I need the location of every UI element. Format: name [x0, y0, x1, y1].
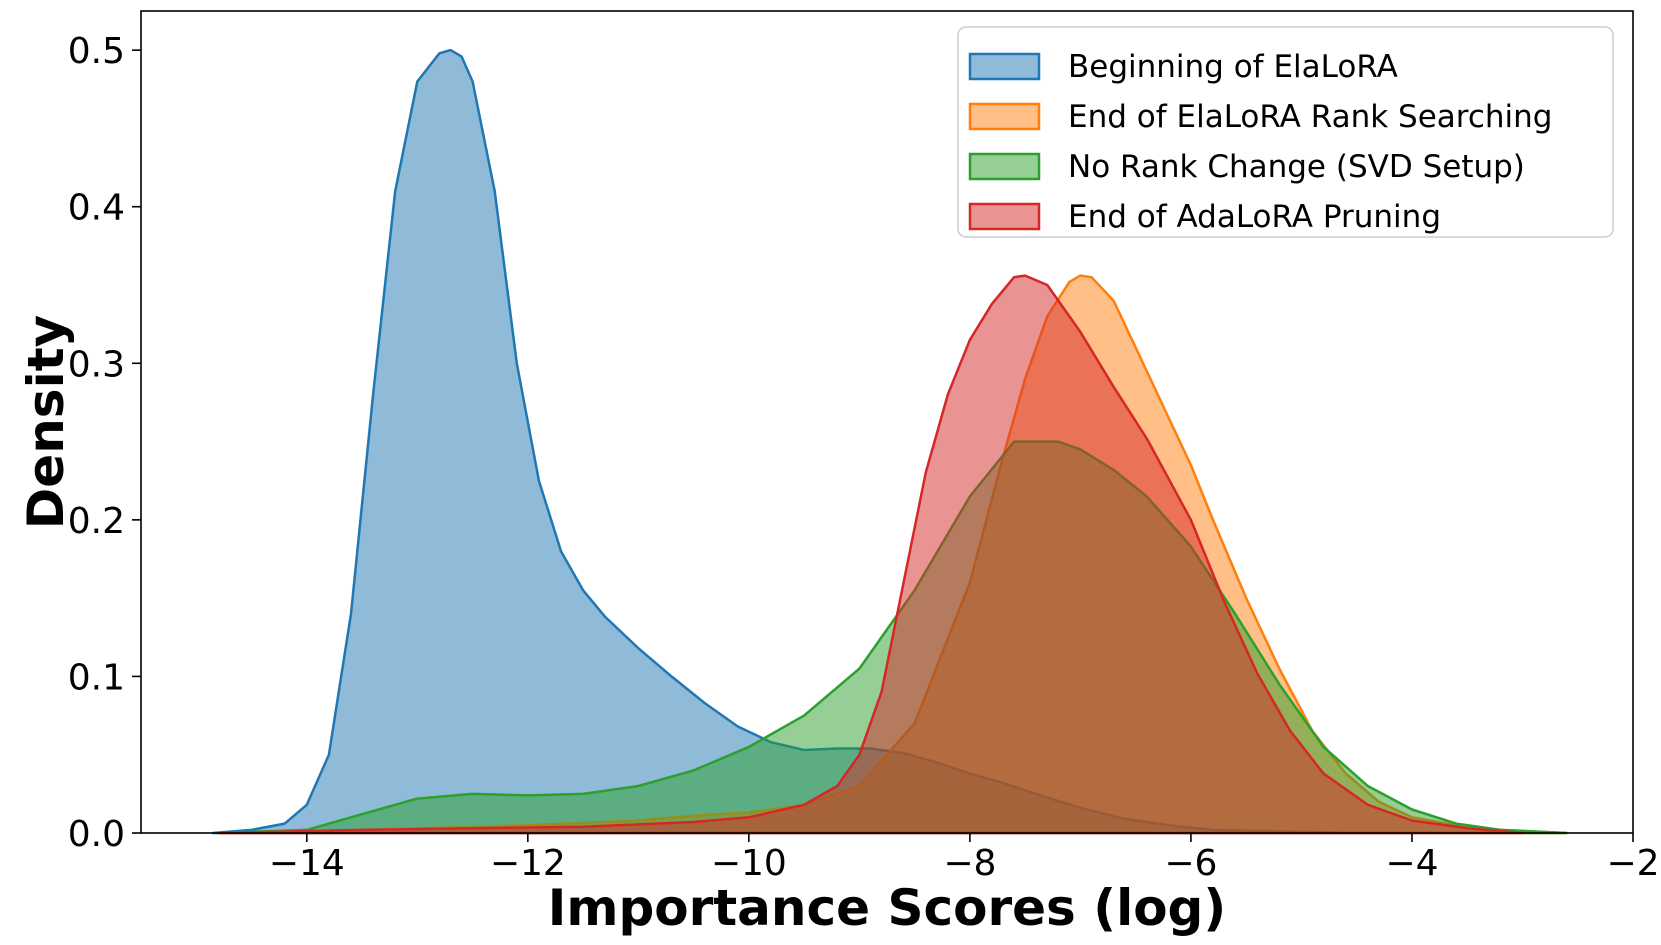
x-tick-label: −10 [711, 843, 787, 884]
y-tick-label: 0.4 [68, 188, 125, 229]
legend-box [957, 26, 1614, 238]
legend-swatch [968, 102, 1041, 131]
legend-swatch [968, 202, 1041, 231]
x-tick-label: −6 [1164, 843, 1217, 884]
legend-swatch [968, 152, 1041, 181]
y-tick-label: 0.2 [68, 501, 125, 542]
y-axis-title: Density [17, 315, 75, 529]
series-area-4 [217, 274, 1524, 835]
x-tick-label: −4 [1385, 843, 1438, 884]
y-tick-label: 0.1 [68, 657, 125, 698]
y-tick-label: 0.3 [68, 344, 125, 385]
x-tick-label: −14 [269, 843, 345, 884]
x-tick-label: −2 [1606, 843, 1659, 884]
legend-label: End of ElaLoRA Rank Searching [1068, 99, 1552, 135]
legend-label: Beginning of ElaLoRA [1068, 49, 1398, 85]
series-layer [211, 48, 1568, 835]
x-axis-title: Importance Scores (log) [548, 879, 1226, 937]
y-axis: 0.0 0.1 0.2 0.3 0.4 0.5 [68, 31, 141, 855]
legend-swatch [968, 52, 1041, 81]
x-tick-label: −8 [943, 843, 996, 884]
legend: Beginning of ElaLoRA End of ElaLoRA Rank … [957, 26, 1614, 238]
legend-label: End of AdaLoRA Pruning [1068, 199, 1441, 235]
x-tick-label: −12 [490, 843, 566, 884]
legend-label: No Rank Change (SVD Setup) [1068, 149, 1525, 185]
y-tick-label: 0.0 [68, 814, 125, 855]
y-tick-label: 0.5 [68, 31, 125, 72]
x-axis: −14 −12 −10 −8 −6 −4 −2 [269, 833, 1660, 884]
plot-frame [140, 10, 1634, 834]
